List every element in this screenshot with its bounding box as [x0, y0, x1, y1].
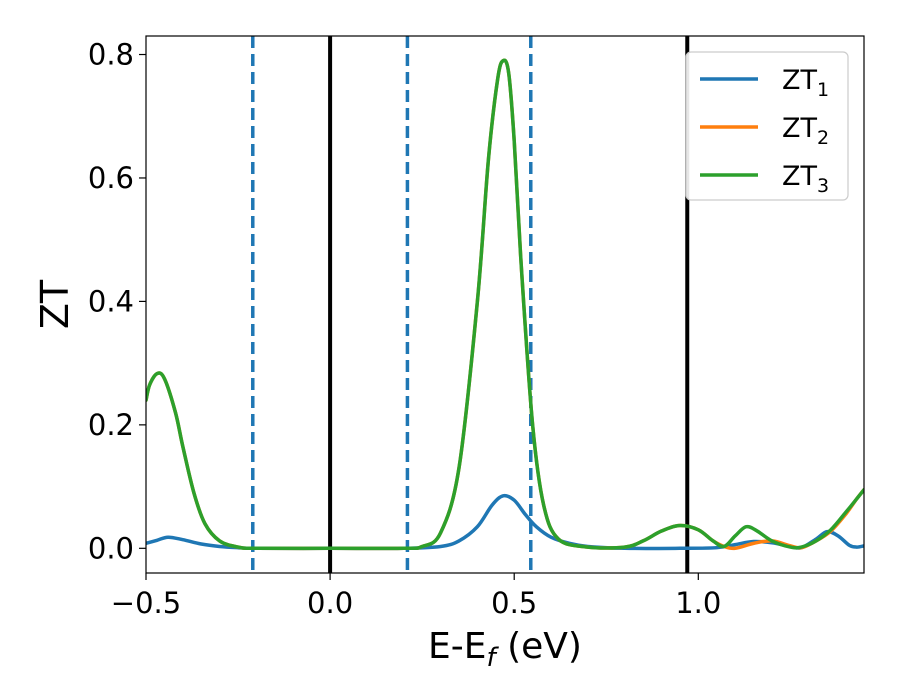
legend-box: [685, 51, 849, 201]
legend: ZT1 ZT2 ZT3: [685, 51, 849, 201]
vertical-reference-lines: [251, 36, 690, 573]
legend-label-zt3: ZT3: [782, 161, 829, 197]
x-axis-label-main: E-E: [428, 626, 486, 667]
legend-label-zt2: ZT2: [782, 113, 829, 149]
y-tick-label: 0.8: [88, 38, 134, 72]
plot-area-frame: [145, 35, 865, 574]
x-tick-label: 1.0: [675, 586, 721, 620]
y-tick-label: 0.4: [88, 284, 134, 318]
y-tick-label: 0.0: [88, 531, 134, 565]
series-line-zt3: [146, 58, 864, 551]
series-lines: [146, 58, 864, 551]
x-axis-label: E-Ef (eV): [428, 626, 582, 673]
y-tick-label: 0.6: [88, 161, 134, 195]
y-axis-ticks: 0.0 0.2 0.4 0.6 0.8: [88, 38, 146, 565]
x-tick-label: −0.5: [111, 586, 181, 620]
legend-label-zt1: ZT1: [782, 65, 829, 101]
x-tick-label: 0.5: [491, 586, 537, 620]
x-axis-ticks: −0.5 0.0 0.5 1.0: [111, 573, 721, 620]
x-tick-label: 0.0: [307, 586, 353, 620]
y-axis-label: ZT: [33, 279, 77, 329]
y-tick-label: 0.2: [88, 408, 134, 442]
x-axis-label-unit: (eV): [496, 626, 582, 667]
